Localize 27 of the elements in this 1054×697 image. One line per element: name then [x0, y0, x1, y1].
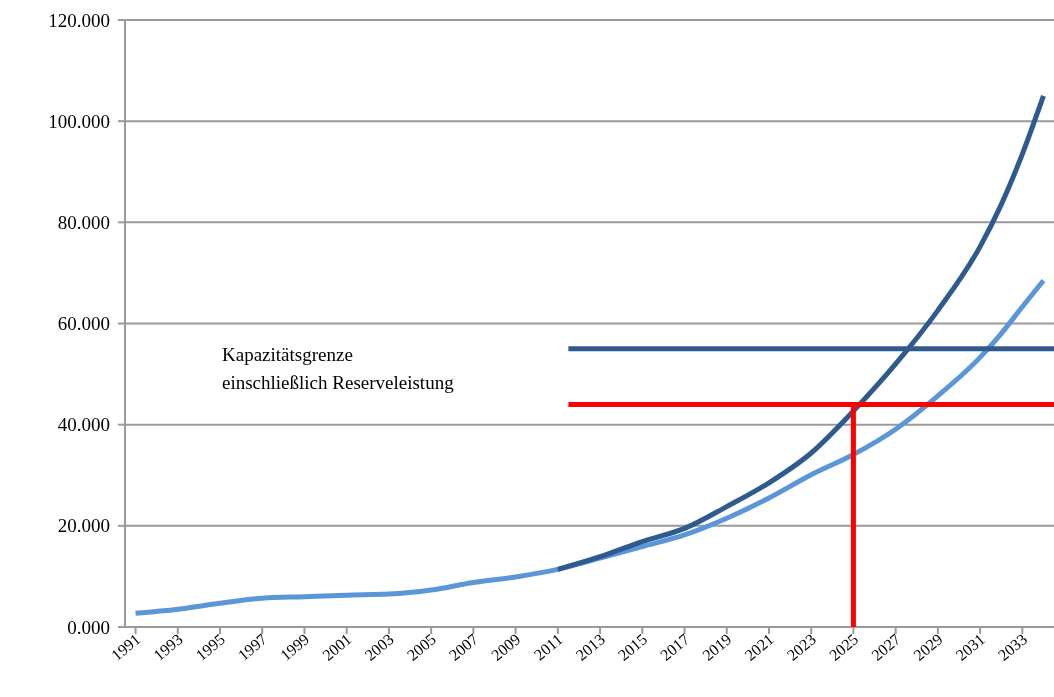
y-tick-label: 40.000 [57, 414, 110, 436]
x-tick-label: 1999 [276, 630, 313, 664]
x-tick-label: 2031 [952, 630, 989, 664]
x-tick-label: 2029 [910, 630, 946, 664]
x-tick-label: 1993 [150, 630, 186, 664]
y-tick-label: 0.000 [67, 616, 110, 638]
x-tick-label: 2033 [994, 630, 1031, 664]
x-tick-label: 2023 [783, 630, 820, 664]
x-tick-label: 2011 [530, 630, 566, 664]
x-tick-label: 2005 [403, 630, 440, 664]
x-tick-label: 2021 [741, 630, 777, 664]
x-tick-label: 1995 [192, 630, 228, 664]
y-tick-label: 60.000 [57, 313, 110, 335]
x-tick-label: 2015 [614, 630, 651, 664]
annotation: Kapazitätsgrenze einschließlich Reserveleistung [222, 344, 455, 393]
y-tick-label: 20.000 [57, 515, 110, 537]
x-tick-label: 2009 [488, 630, 524, 664]
x-tick-label: 2003 [361, 630, 397, 664]
y-tick-label: 100.000 [48, 110, 110, 132]
x-tick-label: 1991 [108, 630, 144, 664]
x-tick-label: 1997 [234, 630, 271, 664]
x-tick-label: 2019 [699, 630, 735, 664]
x-tick-label: 2013 [572, 630, 608, 664]
x-tick-label: 2025 [825, 630, 862, 664]
x-tick-label: 2001 [319, 630, 355, 664]
y-tick-label: 80.000 [57, 211, 110, 233]
y-tick-label: 120.000 [48, 9, 110, 31]
